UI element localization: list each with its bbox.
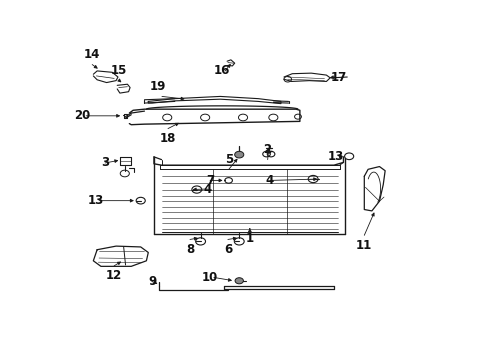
Text: 20: 20 xyxy=(74,109,90,122)
Text: 12: 12 xyxy=(106,269,122,282)
Text: 5: 5 xyxy=(225,153,233,166)
Text: 16: 16 xyxy=(213,64,229,77)
Circle shape xyxy=(344,153,353,159)
Text: 3: 3 xyxy=(102,157,109,170)
Text: 2: 2 xyxy=(263,143,271,156)
Text: 9: 9 xyxy=(148,275,156,288)
Text: 4: 4 xyxy=(265,174,273,187)
Text: 7: 7 xyxy=(206,174,214,187)
Text: 18: 18 xyxy=(160,132,176,145)
Text: 6: 6 xyxy=(224,243,232,256)
Text: 17: 17 xyxy=(329,71,346,84)
Text: 11: 11 xyxy=(355,239,372,252)
Circle shape xyxy=(235,278,243,284)
Circle shape xyxy=(234,151,244,158)
Text: 1: 1 xyxy=(245,232,253,245)
Text: 13: 13 xyxy=(326,150,343,163)
Text: 10: 10 xyxy=(202,271,218,284)
Text: 15: 15 xyxy=(111,64,127,77)
Text: 4: 4 xyxy=(203,183,211,195)
Text: 19: 19 xyxy=(150,80,166,93)
Text: 14: 14 xyxy=(84,48,100,61)
Text: 13: 13 xyxy=(87,194,103,207)
Text: 8: 8 xyxy=(186,243,194,256)
